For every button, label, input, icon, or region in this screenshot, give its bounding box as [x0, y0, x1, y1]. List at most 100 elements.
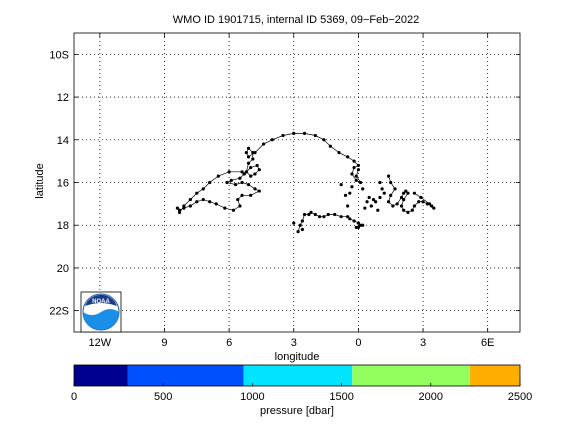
track-point: [352, 159, 356, 163]
x-tick-label: 9: [161, 337, 167, 349]
colorbar-tick-label: 1500: [329, 391, 353, 403]
track-point: [417, 200, 421, 204]
track-point: [195, 191, 199, 195]
profile-point: [346, 204, 350, 208]
logo-wave-bottom: [83, 309, 119, 330]
track-point: [177, 208, 182, 212]
track-point: [356, 168, 361, 172]
profile-point: [348, 191, 352, 195]
track-point: [313, 212, 317, 217]
track-point: [337, 151, 341, 155]
x-tick-label: 12W: [89, 337, 112, 349]
track-point: [406, 191, 410, 195]
track-point: [246, 183, 251, 187]
x-tick-label: 6: [226, 337, 232, 349]
colorbar-tick-label: 2500: [508, 391, 532, 403]
track-point: [322, 138, 326, 142]
track-point: [246, 155, 251, 159]
x-tick-label: 0: [355, 337, 361, 349]
track-point: [322, 215, 326, 219]
track-point: [257, 189, 261, 193]
track-point: [421, 200, 425, 204]
track-point: [298, 223, 302, 227]
track-point: [389, 180, 393, 185]
track-point: [389, 193, 393, 197]
y-tick-label: 22S: [49, 306, 69, 318]
track-point: [257, 168, 261, 172]
track-point: [240, 180, 244, 185]
profile-point: [369, 204, 373, 208]
colorbar-segment: [74, 365, 128, 386]
y-tick-label: 20: [57, 263, 69, 275]
track-point: [201, 197, 205, 202]
track-point: [244, 151, 248, 155]
track-point: [292, 131, 296, 135]
track-point: [253, 172, 257, 176]
track-point: [419, 195, 423, 200]
track-point: [246, 146, 251, 150]
logo-bird-top: [85, 294, 117, 306]
track-point: [313, 133, 317, 138]
track-point: [356, 163, 361, 168]
track-point: [238, 204, 242, 208]
track-point: [296, 230, 300, 234]
track-point: [386, 200, 391, 204]
track-point: [236, 197, 240, 202]
profile-point: [371, 197, 376, 202]
track-point: [406, 210, 410, 214]
noaa-logo: NOAA: [80, 291, 122, 333]
profile-point: [365, 200, 369, 204]
track-point: [231, 208, 236, 212]
profile-point: [374, 200, 378, 204]
track-point: [244, 170, 248, 174]
profile-point: [300, 227, 304, 232]
track-point: [404, 189, 408, 193]
plot-area: [74, 33, 520, 332]
colorbar-tick-label: 1000: [240, 391, 264, 403]
colorbar-segment: [470, 365, 520, 386]
profile-point: [363, 206, 367, 210]
track-point: [309, 210, 313, 214]
y-tick-label: 10S: [49, 49, 69, 61]
track-point: [399, 195, 404, 200]
colorbar-segment: [243, 365, 353, 386]
chart-title: WMO ID 1901715, internal ID 5369, 09−Feb…: [173, 14, 419, 26]
track-point: [307, 212, 311, 217]
profile-point: [361, 187, 365, 191]
track-point: [175, 206, 180, 210]
track-point: [182, 206, 186, 210]
profile-point: [367, 195, 371, 200]
x-axis-label: longitude: [275, 351, 320, 363]
track-point: [225, 180, 229, 185]
track-point: [249, 193, 253, 197]
track-point: [427, 202, 432, 206]
track-point: [326, 212, 330, 217]
track-point: [249, 174, 253, 178]
track-point: [402, 197, 406, 202]
profile-point: [380, 187, 384, 191]
profile-point: [339, 183, 343, 187]
profile-point: [378, 180, 382, 185]
y-tick-label: 18: [57, 220, 69, 232]
y-axis-label: latitude: [34, 163, 46, 198]
track-point: [333, 212, 337, 217]
colorbar-segment: [352, 365, 471, 386]
profile-point: [292, 221, 296, 225]
y-tick-label: 14: [57, 135, 69, 147]
colorbar-tick-label: 2000: [419, 391, 443, 403]
colorbar-label: pressure [dbar]: [260, 405, 334, 417]
track-point: [354, 174, 358, 178]
colorbar-segment: [127, 365, 244, 386]
float-tracks: [175, 131, 436, 234]
track-point: [195, 200, 199, 204]
track-point: [430, 204, 434, 208]
track-point: [240, 170, 244, 174]
track-point: [318, 215, 322, 219]
track-point: [242, 172, 246, 176]
track-point: [270, 138, 274, 142]
track-point: [386, 174, 391, 178]
track-point: [255, 163, 259, 168]
track-point: [402, 191, 406, 195]
y-tick-label: 12: [57, 92, 69, 104]
track-point: [352, 219, 356, 223]
